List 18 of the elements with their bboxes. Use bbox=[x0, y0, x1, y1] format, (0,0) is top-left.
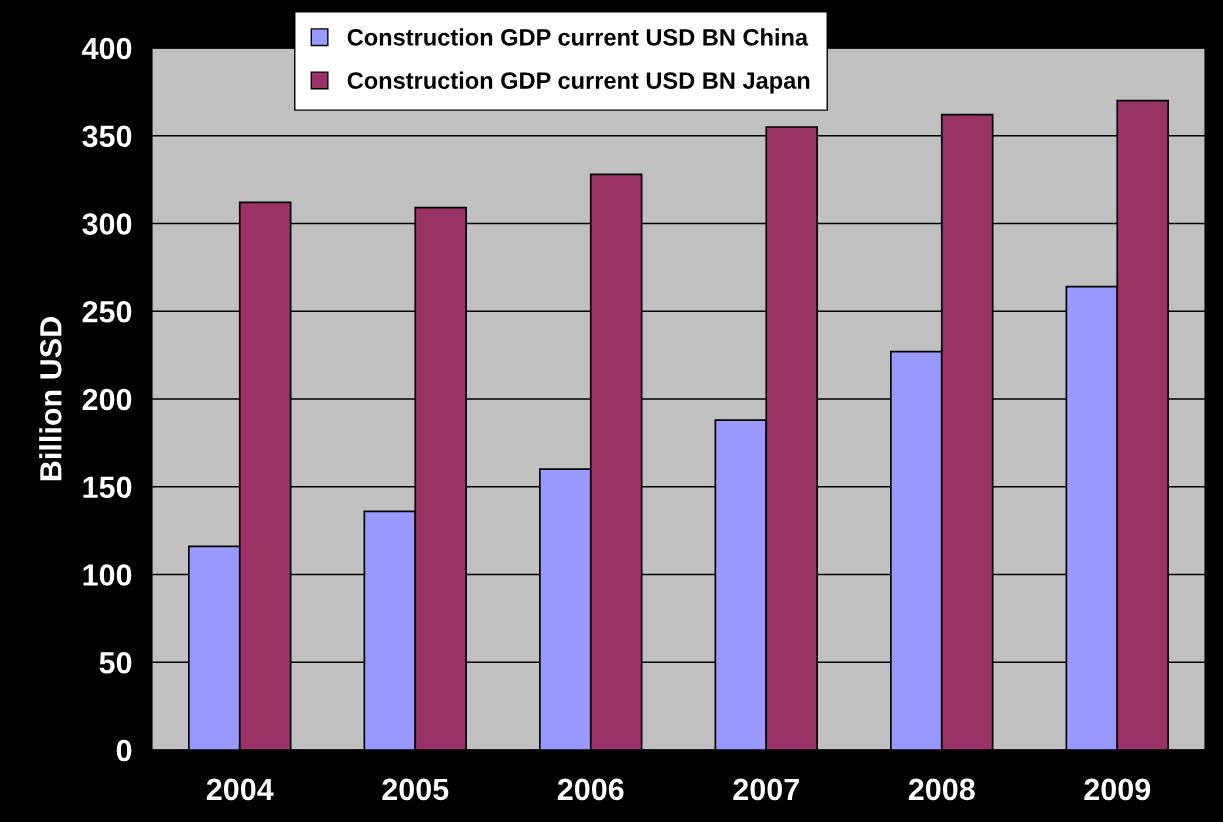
y-tick-label: 150 bbox=[83, 476, 132, 499]
y-tick-label: 350 bbox=[82, 125, 132, 148]
x-tick-label: 2008 bbox=[908, 778, 975, 801]
x-tick-label: 2006 bbox=[557, 778, 624, 801]
y-tick-label: 250 bbox=[82, 300, 132, 323]
y-tick-label: 200 bbox=[82, 388, 132, 411]
y-tick-label: 50 bbox=[99, 651, 132, 674]
x-tick-label: 2004 bbox=[206, 778, 274, 801]
y-tick-label: 0 bbox=[116, 739, 132, 762]
y-axis-title: Billion USD bbox=[39, 317, 62, 481]
x-tick-label: 2005 bbox=[382, 778, 449, 801]
legend-label: Construction GDP current USD BN Japan bbox=[347, 71, 810, 94]
x-tick-label: 2007 bbox=[733, 778, 799, 801]
legend-label: Construction GDP current USD BN China bbox=[347, 28, 809, 46]
y-tick-label: 400 bbox=[82, 37, 132, 60]
y-tick-label: 100 bbox=[83, 564, 132, 586]
x-tick-label: 2009 bbox=[1084, 778, 1151, 801]
y-tick-label: 300 bbox=[82, 213, 132, 235]
